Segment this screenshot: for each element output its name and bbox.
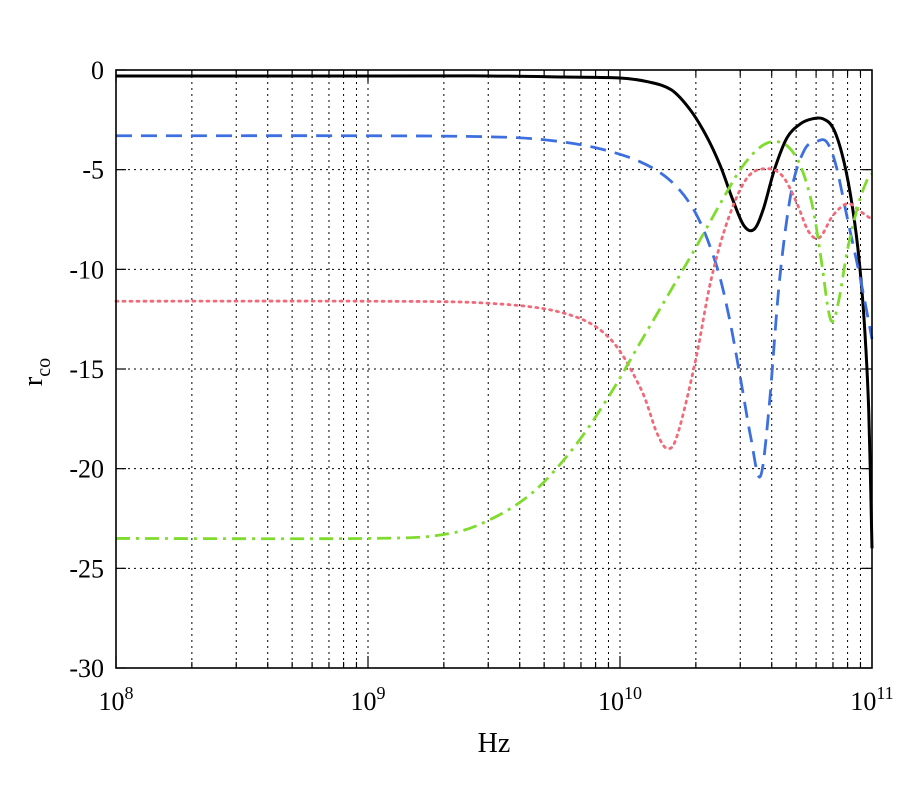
x-tick-label: 109 xyxy=(351,683,386,716)
y-axis-title-sub: co xyxy=(33,358,55,377)
tick-marks xyxy=(115,69,872,669)
y-axis-title: rco xyxy=(18,358,55,386)
y-tick-label: -30 xyxy=(69,654,104,683)
svg-text:rco: rco xyxy=(18,358,55,386)
x-tick-label-base: 10 xyxy=(850,687,876,716)
series-group xyxy=(114,74,874,549)
x-tick-label-exponent: 9 xyxy=(377,683,386,703)
y-tick-label: -25 xyxy=(69,554,104,583)
x-tick-label-exponent: 8 xyxy=(125,683,134,703)
x-tick-label-base: 10 xyxy=(598,687,624,716)
x-tick-label-base: 10 xyxy=(351,687,377,716)
y-tick-label: -5 xyxy=(82,156,104,185)
y-tick-label: -10 xyxy=(69,255,104,284)
series-line-1 xyxy=(116,74,874,549)
y-tick-label: -20 xyxy=(69,455,104,484)
x-tick-label-base: 10 xyxy=(99,687,125,716)
series-line-4 xyxy=(115,140,874,541)
x-tick-labels: 108 109 1010 1011 xyxy=(99,683,894,716)
y-tick-label: -15 xyxy=(69,355,104,384)
series-line-2 xyxy=(115,134,874,479)
x-axis-title: Hz xyxy=(478,728,511,759)
y-tick-labels: 0 -5 -10 -15 -20 -25 -30 xyxy=(69,56,104,683)
x-tick-label-exponent: 11 xyxy=(876,683,893,703)
x-tick-label-exponent: 10 xyxy=(624,683,642,703)
x-tick-label: 1010 xyxy=(598,683,642,716)
x-tick-label: 108 xyxy=(99,683,134,716)
x-tick-label: 1011 xyxy=(850,683,893,716)
series-line-3 xyxy=(114,167,874,451)
y-tick-label: 0 xyxy=(91,56,104,85)
grid xyxy=(116,70,872,668)
y-axis-title-main: r xyxy=(18,376,49,386)
